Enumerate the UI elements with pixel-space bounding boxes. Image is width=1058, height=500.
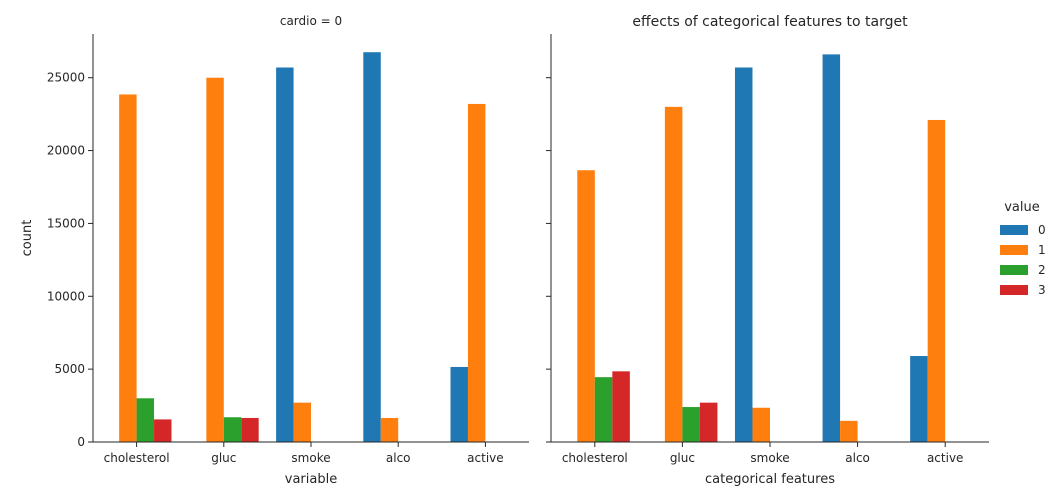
bar-cholesterol-value-3: [612, 371, 630, 442]
panel-left: cardio = 0 0 5000 10000 15000 20000 25000 cho…: [20, 14, 529, 487]
x-tick-label-cholesterol: cholesterol: [104, 451, 170, 465]
legend-label-3: 3: [1038, 283, 1046, 297]
panel-left-ylabel: count: [20, 220, 35, 257]
y-tick-label: 0: [77, 435, 85, 449]
bar-smoke-value-1: [752, 407, 770, 442]
panel-left-xlabel: variable: [285, 472, 337, 487]
x-tick-label-alco: alco: [845, 451, 870, 465]
x-tick-label-active: active: [467, 451, 503, 465]
bar-smoke-value-0: [734, 67, 753, 442]
y-tick-label: 25000: [47, 71, 85, 85]
x-tick-label-alco: alco: [386, 451, 411, 465]
x-tick-label-gluc: gluc: [670, 451, 695, 465]
bar-alco-value-1: [840, 420, 858, 442]
x-tick-label-smoke: smoke: [750, 451, 789, 465]
bar-cholesterol-value-1: [119, 94, 137, 442]
x-tick-label-smoke: smoke: [291, 451, 330, 465]
panel-right: effects of categorical features to targe…: [546, 14, 989, 487]
x-tick-label-gluc: gluc: [211, 451, 236, 465]
y-tick-label: 5000: [54, 362, 85, 376]
legend-swatch-3: [1000, 285, 1028, 295]
panel-left-title: cardio = 0: [280, 14, 342, 28]
y-tick-label: 10000: [47, 289, 85, 303]
bar-gluc-value-3: [241, 417, 259, 442]
x-tick-label-active: active: [927, 451, 963, 465]
legend-entries: 0 1 2 3: [1000, 223, 1046, 297]
bar-active-value-0: [910, 356, 928, 442]
bar-active-value-1: [927, 119, 946, 442]
bar-cholesterol-value-1: [577, 170, 595, 443]
bar-gluc-value-3: [699, 402, 718, 442]
bar-gluc-value-2: [682, 407, 700, 442]
bar-gluc-value-1: [206, 77, 224, 443]
x-tick-label-cholesterol: cholesterol: [562, 451, 628, 465]
panel-left-bars: [119, 52, 486, 443]
bar-cholesterol-value-2: [136, 398, 155, 442]
bar-cholesterol-value-3: [154, 419, 172, 442]
panel-left-xticks: cholesterol gluc smoke alco active: [104, 442, 504, 465]
bar-active-value-0: [450, 366, 468, 442]
bar-gluc-value-1: [664, 106, 683, 443]
bar-gluc-value-2: [223, 417, 242, 442]
legend-swatch-0: [1000, 225, 1028, 235]
bar-active-value-1: [467, 103, 486, 442]
bar-smoke-value-0: [276, 67, 294, 442]
panel-right-xticks: cholesterol gluc smoke alco active: [562, 442, 963, 465]
bar-alco-value-1: [380, 417, 399, 442]
panel-right-yticks: [546, 77, 551, 443]
panel-right-xlabel: categorical features: [705, 472, 835, 487]
legend-label-2: 2: [1038, 263, 1046, 277]
legend-title: value: [1004, 200, 1040, 215]
bar-smoke-value-1: [293, 402, 311, 442]
bar-alco-value-0: [822, 54, 841, 443]
legend-label-0: 0: [1038, 223, 1046, 237]
panel-left-yticks: 0 5000 10000 15000 20000 25000: [47, 71, 93, 449]
legend-label-1: 1: [1038, 243, 1046, 257]
panel-right-bars: [577, 54, 946, 443]
legend: value 0 1 2 3: [1000, 200, 1046, 297]
y-tick-label: 20000: [47, 144, 85, 158]
bar-cholesterol-value-2: [594, 377, 613, 442]
legend-swatch-1: [1000, 245, 1028, 255]
y-tick-label: 15000: [47, 216, 85, 230]
bar-alco-value-0: [363, 52, 381, 443]
legend-swatch-2: [1000, 265, 1028, 275]
chart-title: effects of categorical features to targe…: [632, 14, 908, 30]
